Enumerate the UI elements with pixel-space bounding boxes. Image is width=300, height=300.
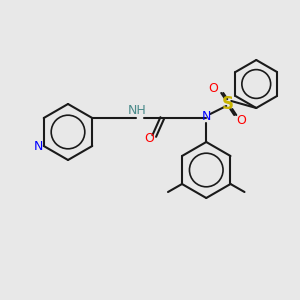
Text: N: N [202, 110, 211, 122]
Text: O: O [236, 113, 246, 127]
Text: S: S [222, 95, 234, 113]
Text: O: O [144, 133, 154, 146]
Text: NH: NH [128, 104, 147, 117]
Text: N: N [34, 140, 44, 152]
Text: O: O [208, 82, 218, 94]
